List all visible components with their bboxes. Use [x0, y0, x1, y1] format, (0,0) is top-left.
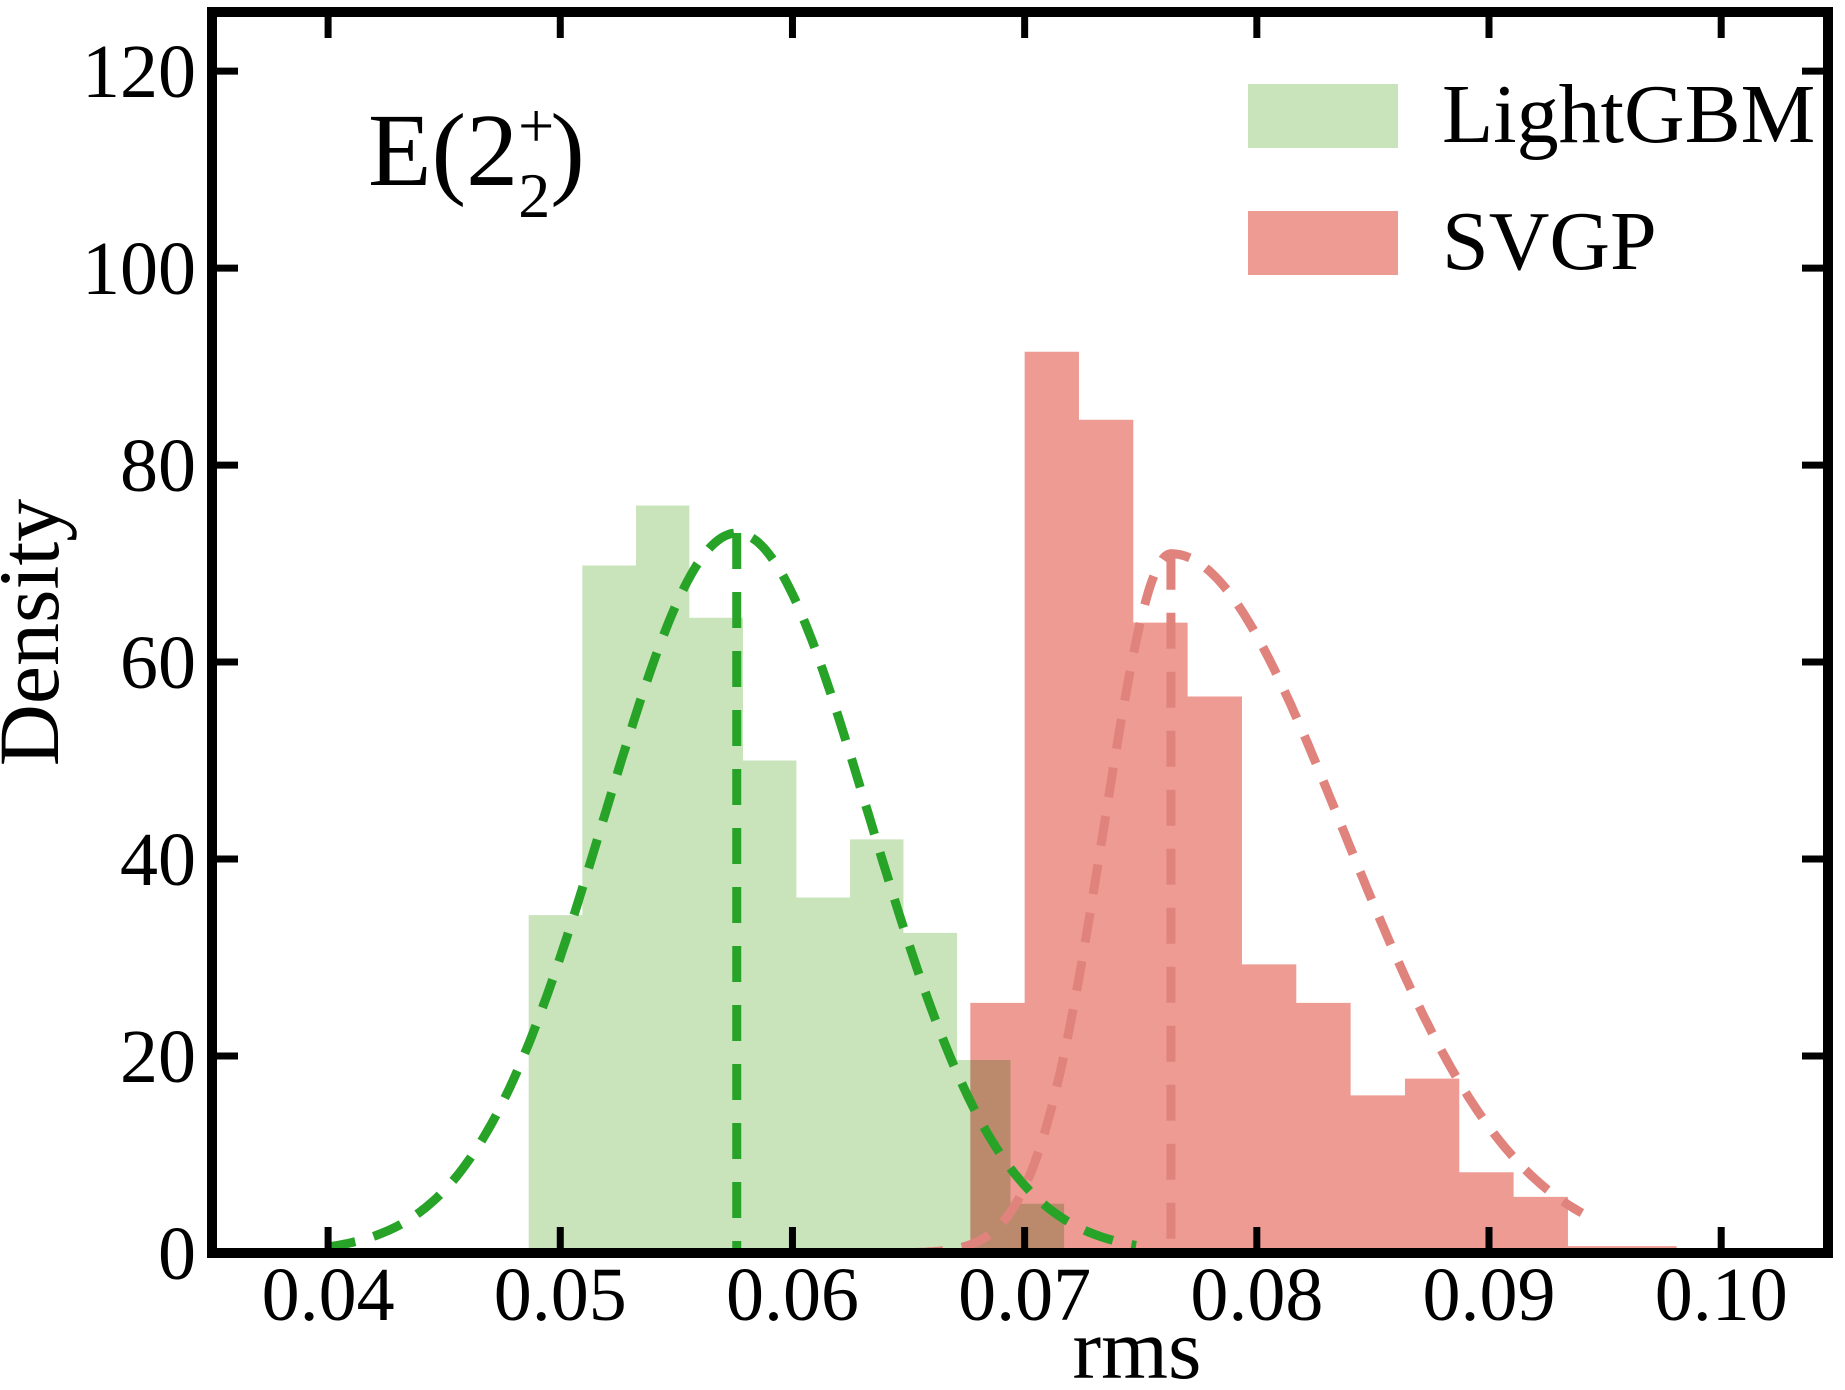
y-tick-label: 20 [120, 1015, 196, 1099]
x-tick-label: 0.07 [958, 1253, 1091, 1337]
tick-marks [212, 12, 1828, 1257]
x-tick-label: 0.09 [1423, 1253, 1556, 1337]
histogram-svgp [970, 351, 1677, 1253]
histogram-lightgbm [528, 505, 1065, 1253]
x-tick-label: 0.04 [262, 1253, 395, 1337]
legend-swatch-lightgbm [1248, 84, 1398, 148]
x-tick-label: 0.10 [1655, 1253, 1788, 1337]
x-tick-label: 0.05 [494, 1253, 627, 1337]
annotation-e22: E(2+ 2) [368, 90, 585, 231]
legend-label-lightgbm: LightGBM [1442, 68, 1815, 161]
plot-border [207, 7, 1833, 1258]
y-axis-label: Density [0, 499, 77, 767]
x-axis-label: rms [1073, 1301, 1202, 1390]
fit-curve-svgp [913, 549, 1585, 1257]
y-tick-label: 80 [120, 424, 196, 508]
legend: LightGBM SVGP [1248, 68, 1815, 288]
y-tick-label: 0 [158, 1212, 196, 1296]
y-tick-label: 40 [120, 818, 196, 902]
x-tick-label: 0.08 [1190, 1253, 1323, 1337]
y-tick-label: 60 [120, 621, 196, 705]
legend-item-lightgbm: LightGBM [1248, 68, 1815, 161]
legend-swatch-svgp [1248, 211, 1398, 275]
legend-item-svgp: SVGP [1248, 195, 1657, 288]
x-tick-label: 0.06 [726, 1253, 859, 1337]
fit-curve-lightgbm [325, 528, 1137, 1252]
legend-label-svgp: SVGP [1442, 195, 1657, 288]
y-tick-label: 100 [82, 227, 196, 311]
y-tick-label: 120 [82, 30, 196, 114]
